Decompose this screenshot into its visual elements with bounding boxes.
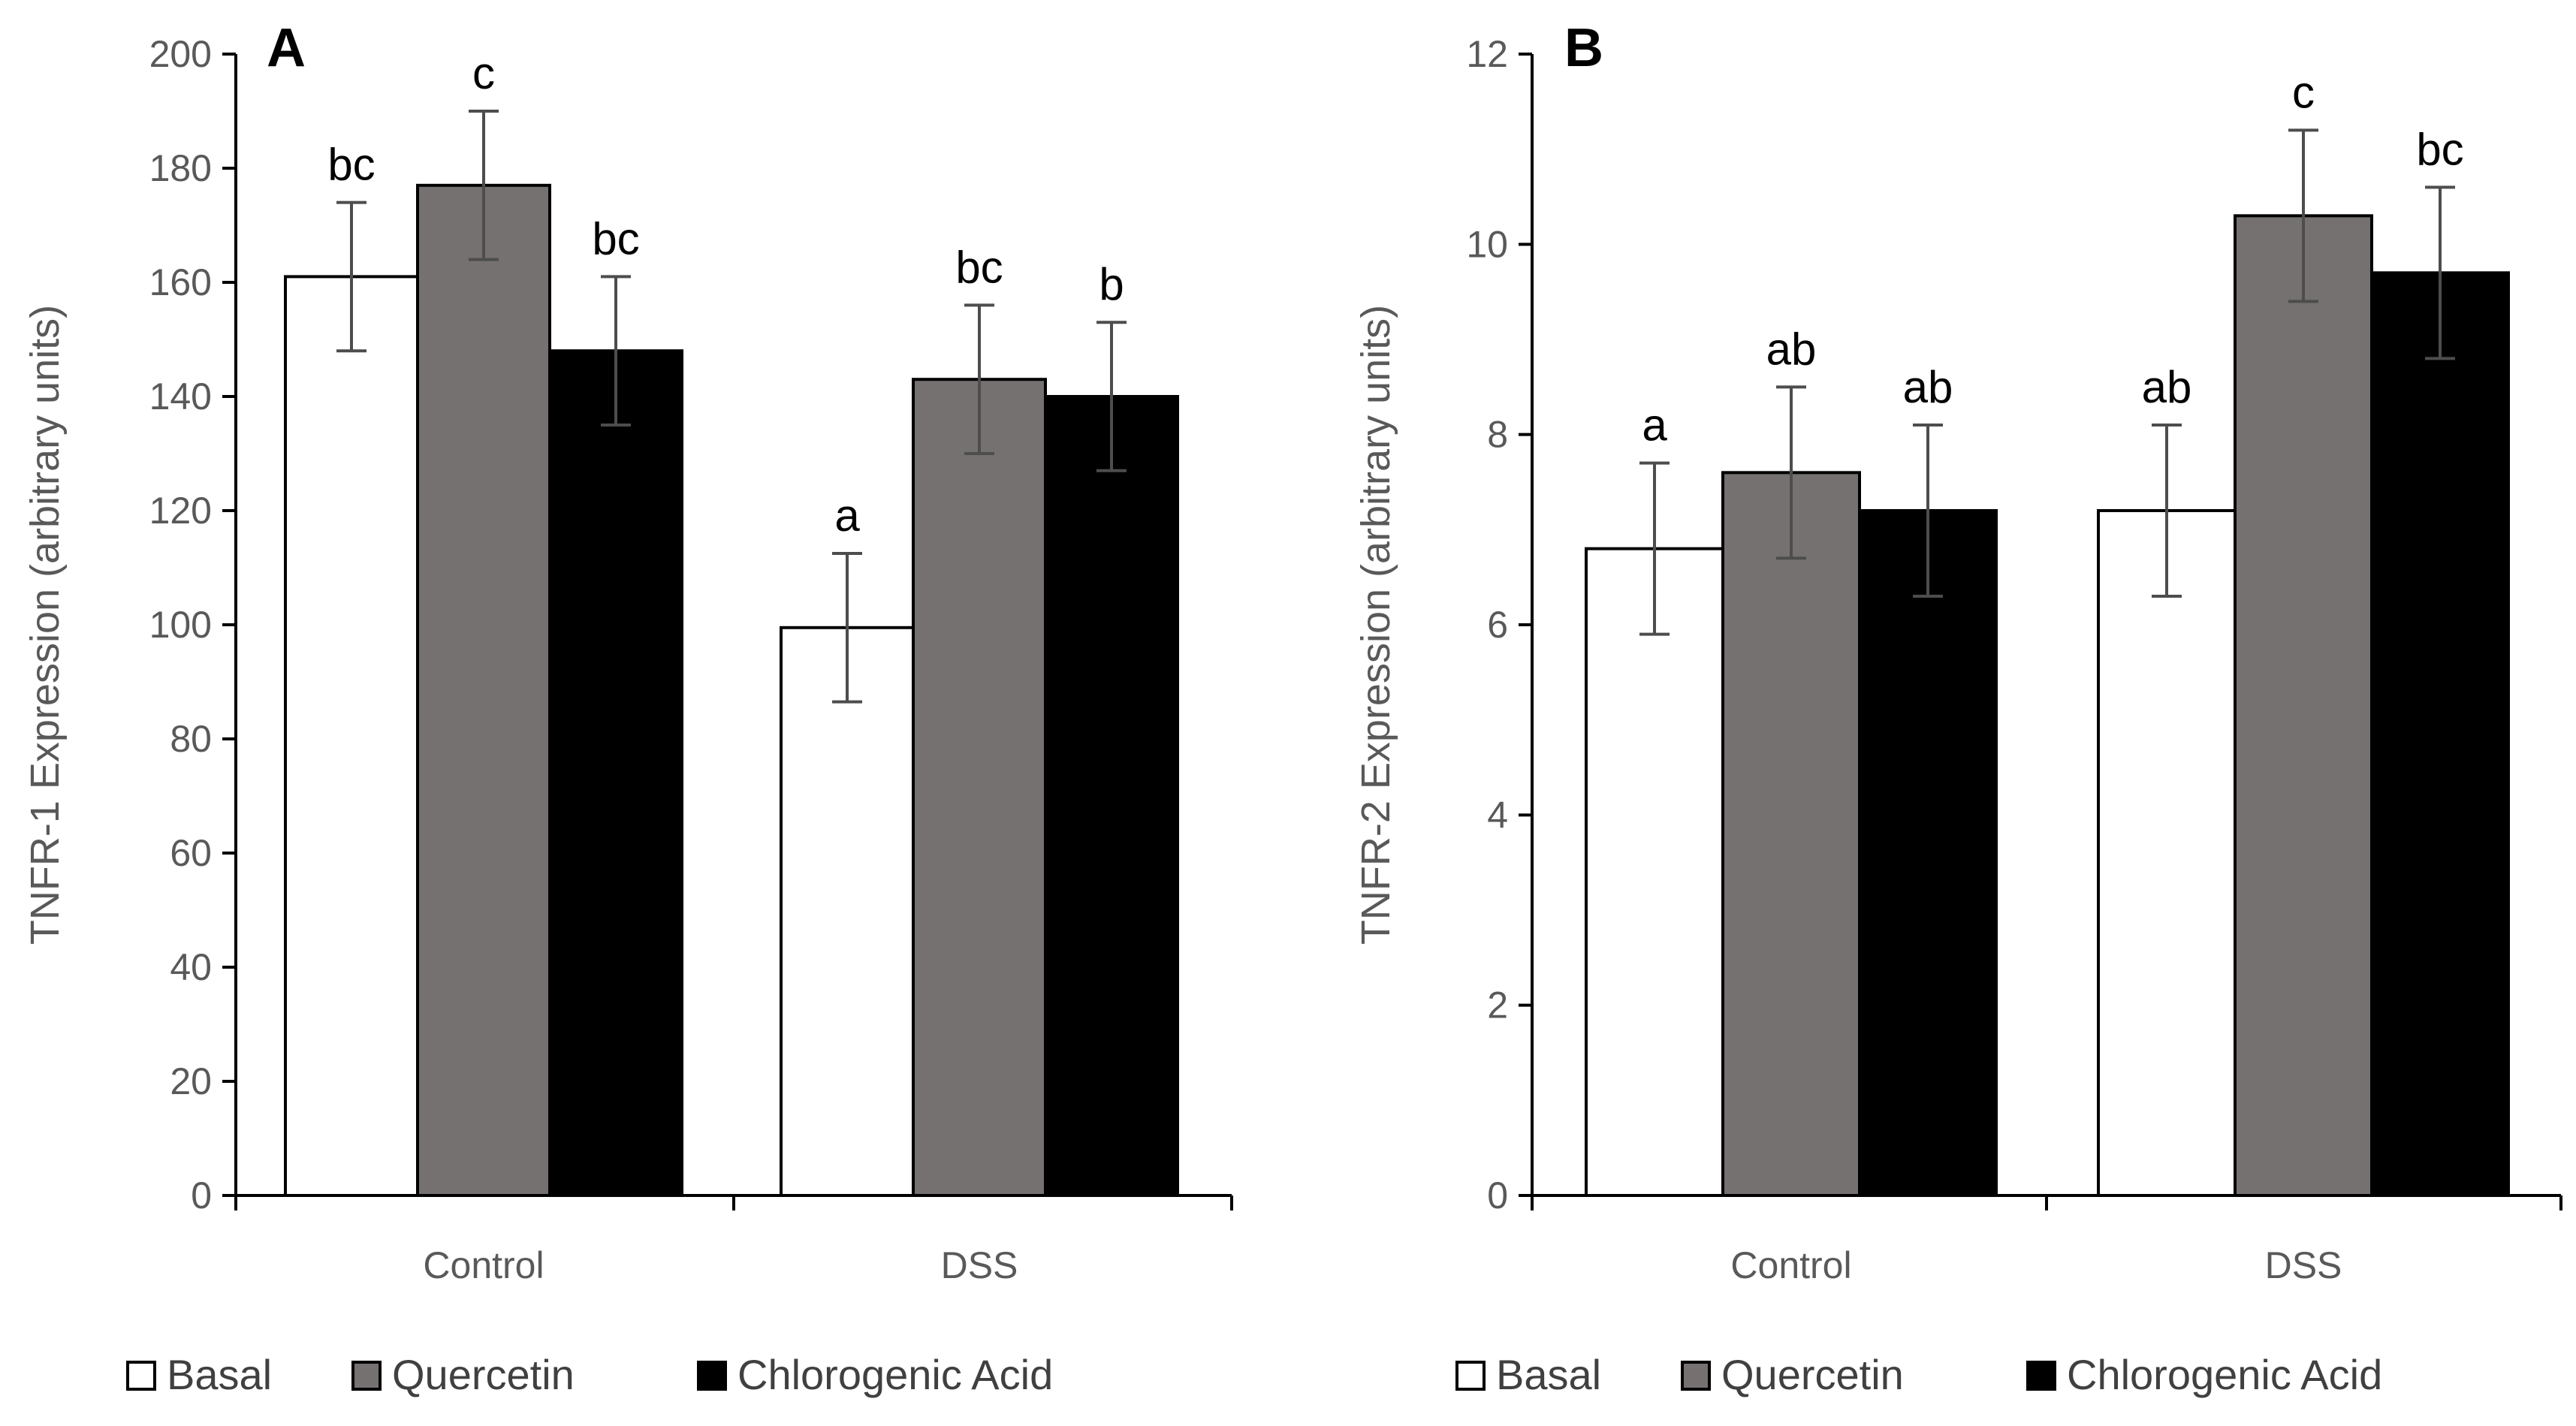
significance-letter: a xyxy=(1642,400,1667,451)
significance-letter: c xyxy=(472,48,495,98)
y-axis-title: TNFR-1 Expression (arbitrary units) xyxy=(23,305,68,945)
legend-label: Basal xyxy=(167,1351,272,1398)
significance-letter: c xyxy=(2292,67,2315,117)
bar-basal xyxy=(780,626,915,1197)
legend-swatch-quercetin xyxy=(1681,1361,1711,1391)
y-tick-label: 12 xyxy=(1466,33,1508,75)
y-tick-label: 20 xyxy=(170,1060,212,1102)
y-tick-label: 2 xyxy=(1487,984,1508,1027)
legend-swatch-quercetin xyxy=(351,1361,382,1391)
y-tick-label: 100 xyxy=(149,604,212,646)
x-category-label: DSS xyxy=(941,1244,1018,1286)
y-tick-label: 40 xyxy=(170,946,212,988)
significance-letter: ab xyxy=(1903,362,1953,412)
legend-label: Basal xyxy=(1496,1351,1601,1398)
legend-swatch-basal xyxy=(126,1361,156,1391)
bar-quercetin xyxy=(2234,214,2373,1197)
y-tick-label: 180 xyxy=(149,147,212,189)
legend-swatch-chlorogenic-acid xyxy=(697,1361,727,1391)
y-tick-label: 6 xyxy=(1487,604,1508,646)
legend-label: Quercetin xyxy=(1721,1351,1904,1398)
x-category-label: Control xyxy=(423,1244,544,1286)
legend-label: Chlorogenic Acid xyxy=(738,1351,1053,1398)
y-tick-label: 80 xyxy=(170,718,212,760)
legend-label: Chlorogenic Acid xyxy=(2067,1351,2382,1398)
y-tick-label: 200 xyxy=(149,33,212,75)
bar-quercetin xyxy=(1721,471,1861,1197)
bar-chlorogenic-acid xyxy=(548,349,683,1198)
significance-letter: bc xyxy=(955,242,1003,292)
significance-letter: a xyxy=(834,490,860,541)
y-tick-label: 0 xyxy=(1487,1174,1508,1216)
panel-label: B xyxy=(1564,18,1603,78)
bar-chlorogenic-acid xyxy=(1044,395,1179,1197)
legend-swatch-basal xyxy=(1455,1361,1486,1391)
bar-chlorogenic-acid xyxy=(2370,271,2510,1197)
legend-label: Quercetin xyxy=(392,1351,575,1398)
y-tick-label: 120 xyxy=(149,490,212,532)
significance-letter: b xyxy=(1099,259,1124,309)
y-tick-label: 0 xyxy=(191,1174,212,1216)
significance-letter: bc xyxy=(2416,124,2463,174)
significance-letter: bc xyxy=(327,140,375,190)
panel-label: A xyxy=(267,18,306,78)
y-axis-title: TNFR-2 Expression (arbitrary units) xyxy=(1353,305,1398,945)
bar-quercetin xyxy=(416,183,551,1197)
y-tick-label: 8 xyxy=(1487,414,1508,456)
bar-basal xyxy=(1585,547,1724,1197)
y-tick-label: 140 xyxy=(149,375,212,418)
y-tick-label: 4 xyxy=(1487,794,1508,836)
x-category-label: Control xyxy=(1730,1244,1851,1286)
bar-quercetin xyxy=(912,378,1047,1198)
legend-swatch-chlorogenic-acid xyxy=(2026,1361,2056,1391)
y-tick-label: 160 xyxy=(149,261,212,303)
bar-chlorogenic-acid xyxy=(1858,509,1998,1197)
bar-basal xyxy=(284,275,419,1197)
chart-b: 0 2 4 6 8 10 12 TNFR-2 Expression (arbitrary un… xyxy=(1353,18,2562,1398)
significance-letter: ab xyxy=(2142,362,2192,412)
x-category-label: DSS xyxy=(2265,1244,2342,1286)
significance-letter: bc xyxy=(592,213,639,264)
y-tick-label: 10 xyxy=(1466,223,1508,265)
y-tick-label: 60 xyxy=(170,832,212,874)
significance-letter: ab xyxy=(1766,324,1817,374)
bar-basal xyxy=(2097,509,2237,1197)
chart-a: 0 20 40 60 80 100 120 140 160 180 200 TNFR-1 Expres… xyxy=(23,18,1233,1398)
